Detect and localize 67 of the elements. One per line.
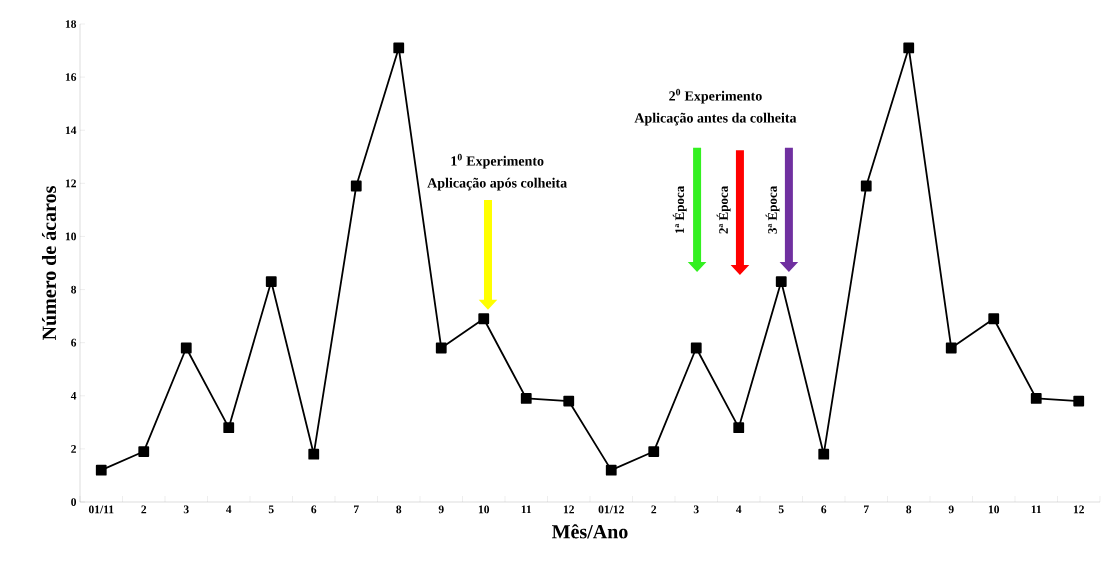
x-tick-label: 01/11 <box>88 505 114 514</box>
point <box>308 448 320 460</box>
y-tick-label: 14 <box>65 126 77 135</box>
point <box>478 313 490 325</box>
point <box>818 448 830 460</box>
point <box>563 395 575 407</box>
point <box>690 342 702 354</box>
point <box>1030 393 1042 404</box>
x-tick-label: 5 <box>268 505 274 514</box>
point <box>180 342 192 354</box>
x-tick-label: 10 <box>988 505 1000 514</box>
y-tick-label: 8 <box>71 285 77 294</box>
annotation: 1ª Época <box>672 185 687 234</box>
y-tick-label: 12 <box>65 179 76 188</box>
x-tick-label: 3 <box>183 505 189 514</box>
y-tick-label: 4 <box>70 392 77 400</box>
point <box>95 464 107 476</box>
y-tick-label: 16 <box>65 73 77 81</box>
point <box>393 42 405 54</box>
point <box>520 393 532 404</box>
y-tick-label: 18 <box>65 20 77 28</box>
annotation: Aplicação antes da colheita <box>634 112 797 126</box>
x-tick-label: 9 <box>438 505 444 514</box>
x-tick-label: 11 <box>1031 505 1042 514</box>
annotation: 2ª Época <box>716 185 731 234</box>
x-tick-label: 5 <box>778 505 784 514</box>
x-tick-label: 8 <box>906 505 912 514</box>
point <box>138 446 150 457</box>
point <box>648 446 660 457</box>
x-tick-label: 7 <box>864 505 869 514</box>
x-axis-title: Mês/Ano <box>552 524 628 539</box>
x-tick-label: 7 <box>354 505 359 514</box>
annotation: 2$^{0}$ Experimento <box>669 88 762 104</box>
x-tick-label: 12 <box>563 505 574 514</box>
point <box>733 422 745 434</box>
y-tick-label: 0 <box>71 498 77 506</box>
x-tick-label: 11 <box>521 505 532 514</box>
x-tick-label: 4 <box>736 505 742 514</box>
x-tick-label: 2 <box>141 505 147 514</box>
point <box>903 42 915 54</box>
point <box>605 464 617 476</box>
point <box>223 422 235 434</box>
x-tick-label: 2 <box>651 505 657 514</box>
x-tick-label: 12 <box>1073 505 1084 514</box>
y-tick-label: 10 <box>65 232 77 241</box>
x-tick-label: 3 <box>693 505 699 514</box>
x-tick-label: 6 <box>311 505 317 514</box>
y-tick-label: 2 <box>71 445 76 453</box>
x-tick-label: 9 <box>948 505 954 514</box>
x-tick-label: 4 <box>226 505 232 514</box>
x-tick-label: 01/12 <box>598 505 624 514</box>
annotation: Aplicação após colheita <box>427 177 567 191</box>
x-tick-label: 10 <box>478 505 490 514</box>
y-axis-title: Número de ácaros <box>41 186 57 341</box>
x-tick-label: 6 <box>821 505 827 514</box>
x-tick-label: 8 <box>396 505 402 514</box>
point <box>945 342 957 354</box>
annotation: 1$^{0}$ Experimento <box>451 153 544 169</box>
point <box>775 276 787 287</box>
point <box>265 276 277 287</box>
point <box>988 313 1000 325</box>
point <box>860 180 872 192</box>
point <box>1073 395 1085 407</box>
y-tick-label: 6 <box>71 338 77 347</box>
annotation: 3ª Época <box>765 185 780 234</box>
point <box>435 342 447 354</box>
point <box>350 180 362 192</box>
